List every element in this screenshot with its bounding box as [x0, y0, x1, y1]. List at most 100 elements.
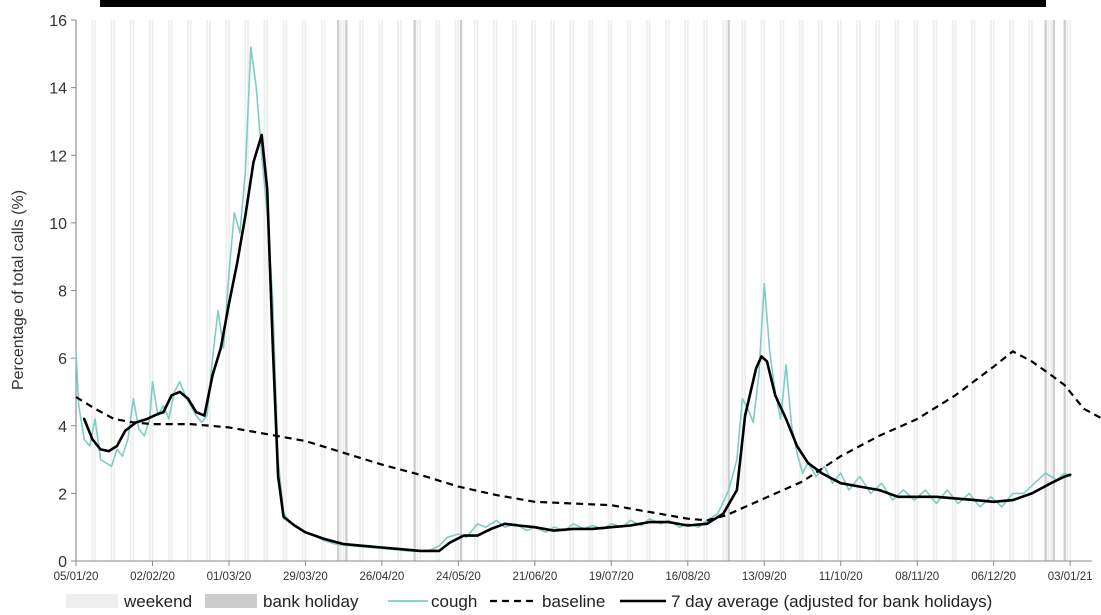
weekend-band	[531, 20, 534, 561]
legend-label-2: bank holiday	[263, 592, 359, 611]
weekend-band	[148, 20, 151, 561]
weekend-band	[820, 20, 823, 561]
x-tick-label: 16/08/20	[665, 571, 710, 583]
weekend-band	[206, 20, 208, 561]
weekend-band	[266, 20, 269, 561]
bank-holiday-band	[1063, 20, 1066, 561]
weekend-band	[340, 20, 342, 561]
weekend-band	[416, 20, 419, 561]
y-axis-label: Percentage of total calls (%)	[10, 190, 27, 390]
weekend-band	[1009, 20, 1011, 561]
weekend-band	[973, 20, 976, 561]
weekend-band	[837, 20, 839, 561]
weekend-band	[400, 20, 402, 561]
bank-holiday-bands	[337, 20, 1066, 561]
weekend-band	[380, 20, 383, 561]
weekend-band	[913, 20, 916, 561]
weekend-band	[419, 20, 422, 561]
weekend-band	[285, 20, 288, 561]
weekend-band	[744, 20, 747, 561]
series-line-3	[82, 133, 1072, 553]
bank-holiday-band	[459, 20, 463, 561]
bank-holiday-band	[1052, 20, 1055, 561]
weekend-band	[629, 20, 632, 561]
weekend-band	[591, 20, 594, 561]
weekend-band	[170, 20, 173, 561]
weekend-band	[187, 20, 189, 561]
weekend-band	[588, 20, 591, 561]
weekend-band	[1011, 20, 1014, 561]
weekend-band	[454, 20, 457, 561]
weekend-band	[132, 20, 135, 561]
chart-series	[75, 46, 1101, 553]
weekend-band	[954, 20, 957, 561]
weekend-band	[817, 20, 820, 561]
weekend-band	[782, 20, 785, 561]
weekend-band	[1069, 20, 1072, 561]
weekend-band	[247, 20, 249, 561]
weekend-band	[361, 20, 364, 561]
weekend-band	[189, 20, 192, 561]
weekend-band	[438, 20, 441, 561]
weekend-band	[992, 20, 995, 561]
weekend-band	[208, 20, 211, 561]
x-tick-label: 21/06/20	[512, 571, 557, 583]
x-tick-label: 03/01/21	[1048, 571, 1093, 583]
weekend-band	[553, 20, 555, 561]
weekend-band	[244, 20, 247, 561]
legend-label-3: cough	[431, 592, 477, 611]
legend-label-1: weekend	[123, 592, 192, 611]
weekend-band	[894, 20, 897, 561]
weekend-band	[801, 20, 804, 561]
weekend-band	[875, 20, 878, 561]
weekend-band	[626, 20, 629, 561]
y-tick-label: 8	[58, 284, 67, 301]
bank-holiday-band	[337, 20, 340, 561]
legend-swatch-2	[205, 594, 257, 608]
weekend-band	[225, 20, 228, 561]
weekend-band	[607, 20, 610, 561]
x-tick-label: 24/05/20	[436, 571, 481, 583]
weekend-band	[706, 20, 708, 561]
weekend-band	[495, 20, 498, 561]
weekend-band	[473, 20, 476, 561]
weekend-band	[856, 20, 859, 561]
y-tick-label: 14	[49, 81, 67, 98]
legend-swatch-1	[66, 594, 118, 608]
x-tick-label: 13/09/20	[742, 571, 787, 583]
weekend-band	[645, 20, 648, 561]
weekend-band	[359, 20, 361, 561]
bank-holiday-band	[727, 20, 730, 561]
weekend-band	[512, 20, 514, 561]
weekend-band	[970, 20, 973, 561]
weekend-band	[703, 20, 706, 561]
y-axis-ticks: 0 2 4 6 8 10 12 14 16	[49, 13, 76, 571]
x-tick-label: 05/01/20	[54, 571, 99, 583]
weekend-band	[990, 20, 992, 561]
y-tick-label: 6	[58, 351, 67, 368]
weekend-band	[935, 20, 938, 561]
weekend-band	[686, 20, 689, 561]
y-tick-label: 2	[58, 486, 67, 503]
y-tick-label: 10	[49, 216, 67, 233]
weekend-band	[798, 20, 801, 561]
weekend-band	[342, 20, 345, 561]
weekend-band	[572, 20, 574, 561]
legend-label-5: 7 day average (adjusted for bank holiday…	[671, 592, 992, 611]
weekend-band	[667, 20, 670, 561]
weekend-band	[129, 20, 132, 561]
chart-top-bar	[100, 0, 1046, 7]
x-tick-label: 01/03/20	[207, 571, 252, 583]
x-tick-label: 08/11/20	[895, 571, 939, 583]
weekend-band	[648, 20, 651, 561]
weekend-band	[457, 20, 460, 561]
bank-holiday-band	[345, 20, 348, 561]
weekend-band	[94, 20, 97, 561]
y-tick-label: 4	[58, 419, 67, 436]
chart-legend: weekend bank holiday cough baseline 7 day av…	[66, 592, 992, 611]
weekend-bands	[75, 20, 1072, 561]
weekend-band	[610, 20, 613, 561]
weekend-band	[167, 20, 170, 561]
x-tick-label: 02/02/20	[130, 571, 175, 583]
weekend-band	[113, 20, 116, 561]
